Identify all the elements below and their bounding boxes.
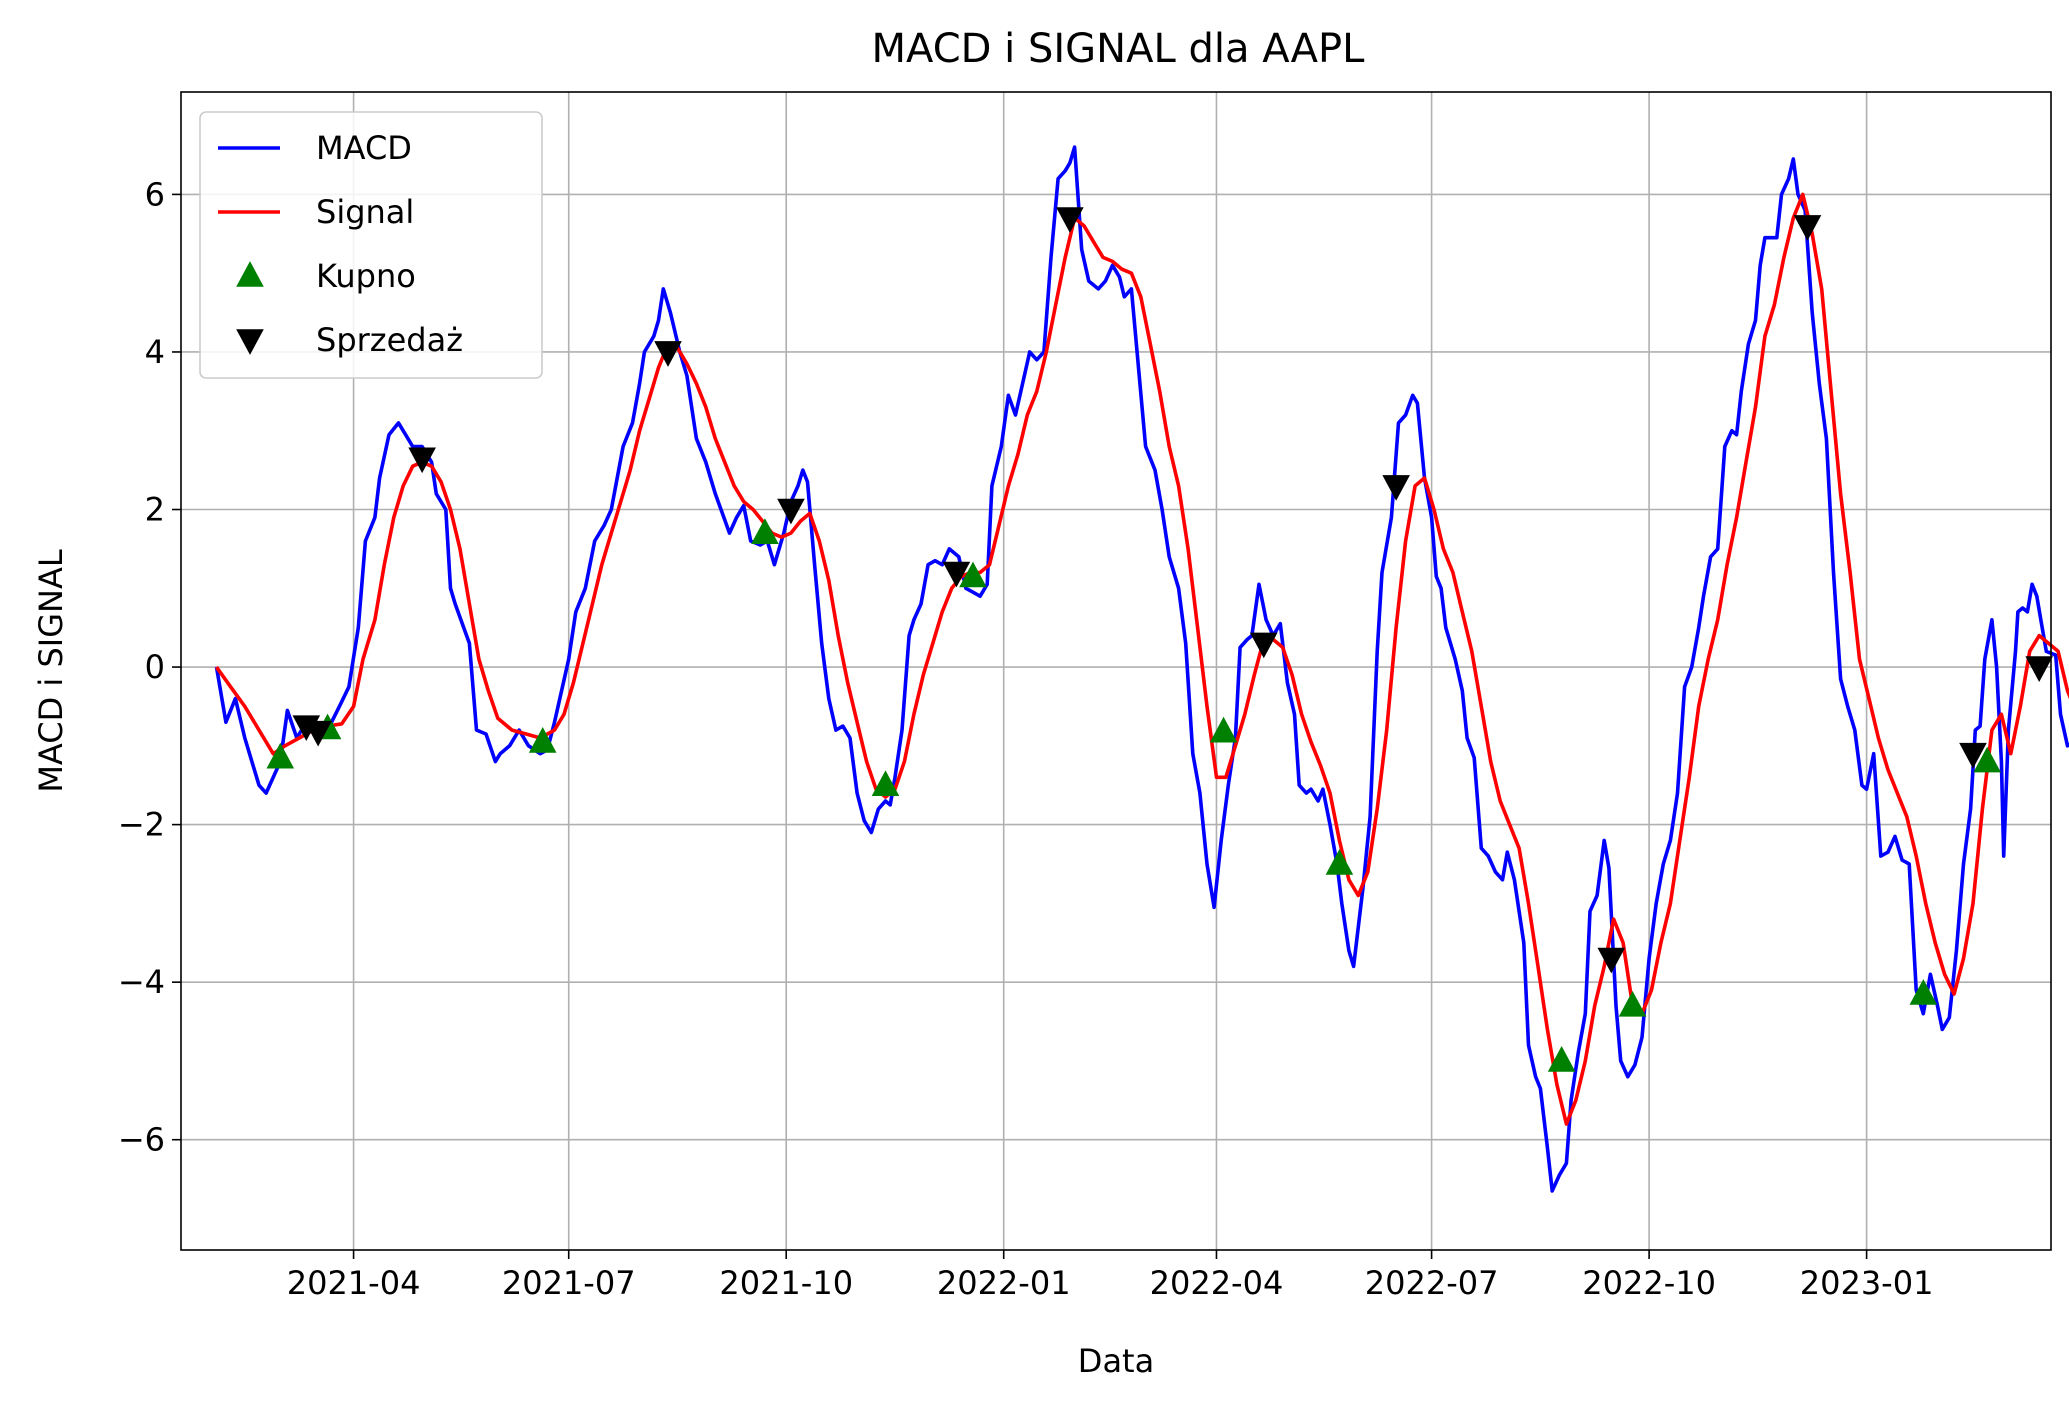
signal-markers bbox=[266, 207, 2053, 1072]
legend-label: Kupno bbox=[316, 257, 416, 295]
sell-marker bbox=[304, 720, 332, 747]
sell-marker bbox=[654, 341, 682, 367]
y-axis-title: MACD i SIGNAL bbox=[32, 549, 70, 793]
legend-label: MACD bbox=[316, 129, 412, 167]
x-tick-label: 2023-01 bbox=[1800, 1264, 1934, 1302]
sell-marker bbox=[1597, 947, 1626, 974]
chart-title: MACD i SIGNAL dla AAPL bbox=[872, 26, 1366, 72]
y-tick-label: −2 bbox=[118, 806, 165, 844]
buy-marker bbox=[871, 770, 900, 797]
axis-ticks: 2021-04 2021-07 2021-10 2022-01 2022-04 2022-… bbox=[118, 175, 1934, 1302]
sell-marker bbox=[1056, 207, 1084, 233]
sell-marker bbox=[1249, 632, 1278, 659]
buy-marker bbox=[1973, 746, 2001, 773]
buy-marker bbox=[1209, 716, 1238, 743]
x-axis-title: Data bbox=[1078, 1342, 1154, 1380]
x-tick-label: 2021-04 bbox=[287, 1264, 421, 1302]
sell-marker bbox=[2025, 656, 2053, 682]
x-tick-label: 2022-10 bbox=[1582, 1264, 1716, 1302]
x-tick-label: 2021-10 bbox=[719, 1264, 853, 1302]
y-tick-label: 2 bbox=[145, 491, 165, 529]
x-tick-label: 2022-07 bbox=[1365, 1264, 1499, 1302]
sell-marker bbox=[777, 498, 805, 525]
x-tick-label: 2022-04 bbox=[1150, 1264, 1284, 1302]
buy-marker bbox=[266, 742, 295, 769]
legend-label: Sprzedaż bbox=[316, 321, 463, 359]
y-tick-label: 4 bbox=[145, 333, 165, 371]
sell-marker bbox=[408, 447, 436, 474]
x-tick-label: 2022-01 bbox=[937, 1264, 1071, 1302]
legend-box bbox=[199, 111, 543, 379]
sell-marker bbox=[1959, 742, 1987, 769]
buy-marker bbox=[1547, 1046, 1576, 1072]
buy-marker bbox=[959, 561, 987, 588]
buy-marker bbox=[1618, 990, 1647, 1017]
sell-marker bbox=[1793, 215, 1822, 241]
legend-swatch-marker bbox=[236, 329, 264, 355]
y-tick-label: −4 bbox=[118, 963, 165, 1001]
x-tick-label: 2021-07 bbox=[502, 1264, 636, 1302]
buy-marker bbox=[528, 727, 557, 753]
buy-marker bbox=[751, 518, 779, 544]
y-tick-label: −6 bbox=[118, 1121, 165, 1159]
buy-marker bbox=[1325, 849, 1354, 875]
legend: MACD Signal Kupno Sprzedaż bbox=[199, 111, 543, 379]
legend-swatch-marker bbox=[236, 261, 264, 287]
sell-marker bbox=[942, 561, 971, 588]
buy-marker bbox=[1909, 979, 1938, 1005]
plot-area-frame bbox=[180, 91, 2052, 1251]
macd-line bbox=[214, 145, 2069, 1193]
legend-label: Signal bbox=[316, 193, 414, 231]
sell-marker bbox=[1382, 475, 1410, 501]
y-tick-label: 6 bbox=[145, 175, 165, 213]
y-tick-label: 0 bbox=[145, 648, 165, 686]
